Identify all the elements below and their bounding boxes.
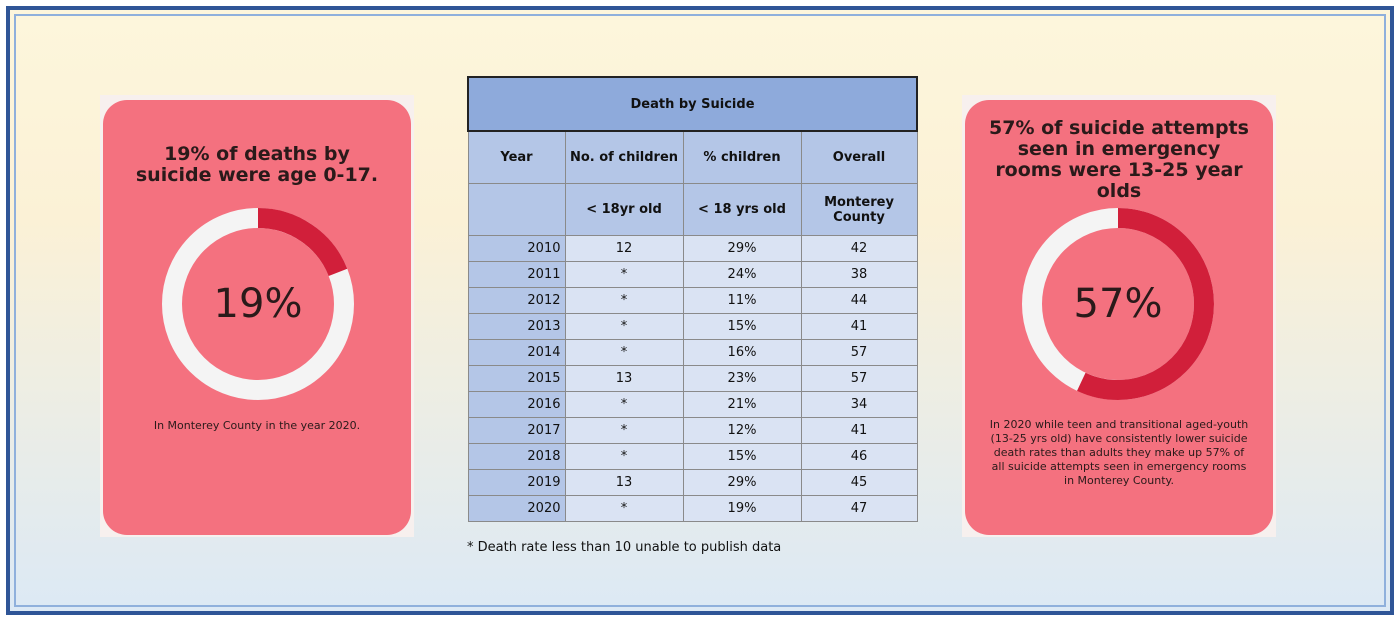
donut-arc [162,208,354,400]
header-cell: Year [467,130,566,184]
table-row: 2013 * 15% 41 [467,313,918,340]
donut: 19% [162,208,354,400]
table-cell: 24% [682,261,802,288]
header-cell: < 18yr old [564,183,684,236]
table-cell: 16% [682,339,802,366]
table-cell: 46 [800,443,918,470]
table-row: 2018 * 15% 46 [467,443,918,470]
table-cell: 2010 [467,235,566,262]
left-card: 19% of deaths by suicide were age 0-17. … [103,100,411,535]
table-cell: 2015 [467,365,566,392]
table-cell: 41 [800,313,918,340]
table-row: 2012 * 11% 44 [467,287,918,314]
table-cell: 2012 [467,287,566,314]
table-cell: * [564,391,684,418]
table-cell: 44 [800,287,918,314]
table-cell: 29% [682,235,802,262]
table-cell: * [564,495,684,522]
table-cell: * [564,339,684,366]
donut: 57% [1022,208,1214,400]
table-row: 2014 * 16% 57 [467,339,918,366]
table-cell: 13 [564,365,684,392]
table-cell: 38 [800,261,918,288]
table-cell: 2011 [467,261,566,288]
page: 19% of deaths by suicide were age 0-17. … [6,6,1394,615]
table-cell: 2019 [467,469,566,496]
table-row: 2010 12 29% 42 [467,235,918,262]
table-cell: * [564,443,684,470]
table-row: 2011 * 24% 38 [467,261,918,288]
table-cell: 47 [800,495,918,522]
table-cell: 23% [682,365,802,392]
table-cell: 11% [682,287,802,314]
table-cell: 19% [682,495,802,522]
table-cell: 34 [800,391,918,418]
header-cell: % children [682,130,802,184]
header-cell [467,183,566,236]
table-cell: 15% [682,443,802,470]
table-cell: 2016 [467,391,566,418]
card-title: 57% of suicide attempts seen in emergenc… [989,117,1249,202]
table-row: 2016 * 21% 34 [467,391,918,418]
donut-label: 57% [1074,281,1163,327]
inner-border [14,14,1386,607]
footnote: * Death rate less than 10 unable to publ… [467,540,782,555]
table-cell: 2020 [467,495,566,522]
header-cell: Overall [800,130,918,184]
table-cell: 2018 [467,443,566,470]
header-cell: < 18 yrs old [682,183,802,236]
table-cell: 2013 [467,313,566,340]
card-note: In 2020 while teen and transitional aged… [989,418,1249,487]
table-cell: 13 [564,469,684,496]
table-cell: * [564,313,684,340]
header-cell: Monterey County [800,183,918,236]
card-title: 19% of deaths by suicide were age 0-17. [135,143,379,186]
table-cell: 2014 [467,339,566,366]
table-cell: 12 [564,235,684,262]
table-cell: * [564,417,684,444]
table-row: 2019 13 29% 45 [467,469,918,496]
table-row: 2020 * 19% 47 [467,495,918,522]
table-row: 2017 * 12% 41 [467,417,918,444]
data-table: Death by Suicide Year No. of children% ch… [467,76,918,522]
table-row: 2015 13 23% 57 [467,365,918,392]
table-cell: 15% [682,313,802,340]
table-cell: * [564,261,684,288]
table-cell: 21% [682,391,802,418]
donut-arc [1022,208,1214,400]
table-cell: 2017 [467,417,566,444]
table-cell: 57 [800,365,918,392]
table-cell: 12% [682,417,802,444]
header-cell: No. of children [564,130,684,184]
table-cell: 45 [800,469,918,496]
right-card: 57% of suicide attempts seen in emergenc… [965,100,1273,535]
card-note: In Monterey County in the year 2020. [153,419,361,432]
table-cell: 29% [682,469,802,496]
table-title: Death by Suicide [467,76,918,132]
table-cell: 41 [800,417,918,444]
donut-label: 19% [214,281,303,327]
table-cell: 57 [800,339,918,366]
table-cell: 42 [800,235,918,262]
table-cell: * [564,287,684,314]
